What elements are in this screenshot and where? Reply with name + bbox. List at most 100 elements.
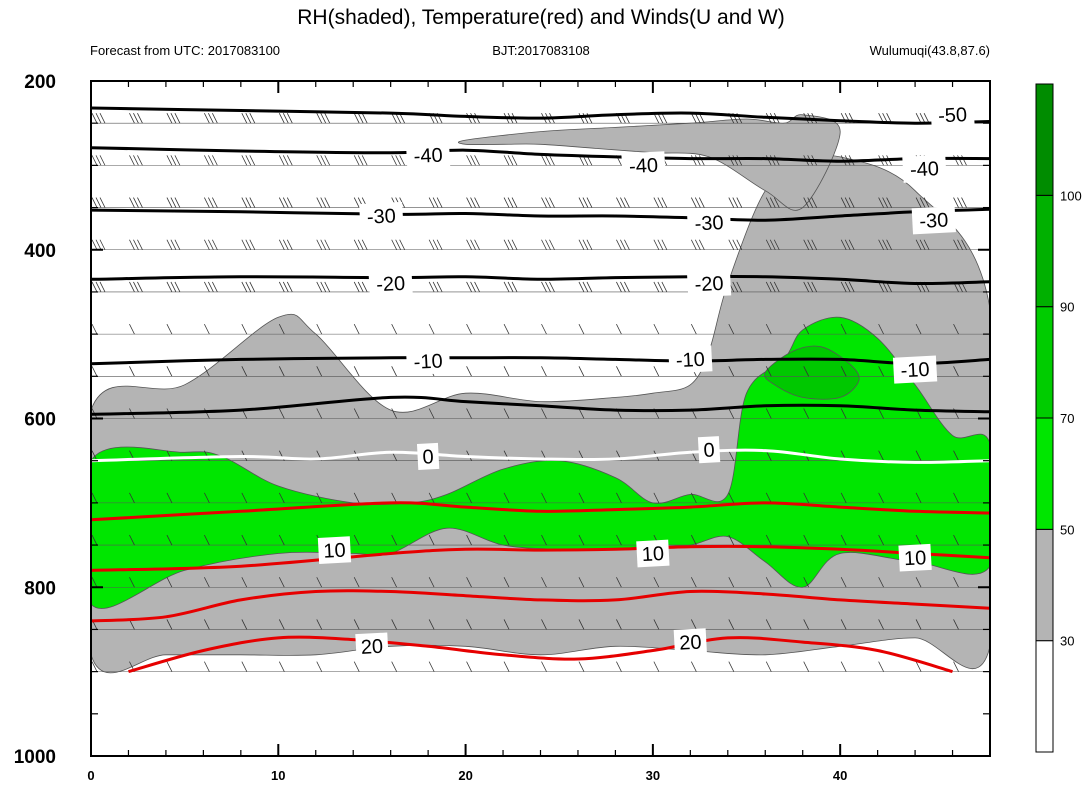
wind-barb-feather xyxy=(848,239,855,250)
wind-barb xyxy=(241,534,248,546)
wind-barb-staff xyxy=(204,534,210,546)
wind-barb xyxy=(278,661,285,672)
wind-barb xyxy=(991,113,1004,123)
contour-label: -10 xyxy=(405,347,451,376)
contour-label-box xyxy=(686,208,732,237)
wind-barb-staff xyxy=(241,534,248,546)
wind-barb-feather xyxy=(844,197,851,208)
wind-barb-staff xyxy=(91,534,98,546)
wind-barb xyxy=(690,239,705,250)
wind-barb-staff xyxy=(278,366,285,377)
wind-barb xyxy=(728,450,735,461)
wind-barb-staff xyxy=(878,534,884,546)
wind-barb-staff xyxy=(204,661,210,672)
wind-barb-staff xyxy=(690,534,697,546)
wind-barb xyxy=(803,281,818,293)
wind-barb-staff xyxy=(653,661,660,672)
wind-barb-staff xyxy=(166,281,173,293)
wind-barb-staff xyxy=(204,366,210,377)
wind-barb-staff xyxy=(991,240,996,250)
wind-barb-feather xyxy=(245,155,252,166)
wind-barb xyxy=(690,323,697,335)
wind-barb xyxy=(878,492,884,504)
wind-barb-staff xyxy=(278,323,285,335)
wind-barb xyxy=(541,661,547,672)
wind-barb xyxy=(204,577,210,588)
wind-barb-staff xyxy=(541,661,547,672)
wind-barb-staff xyxy=(616,661,622,672)
wind-barb-feather xyxy=(133,197,139,208)
wind-barb-staff xyxy=(316,323,323,335)
contour-label-box xyxy=(405,347,451,376)
wind-barb-staff xyxy=(428,197,435,208)
contour-label-text: 10 xyxy=(323,540,346,563)
wind-barb-feather xyxy=(320,155,327,166)
wind-barb-staff xyxy=(129,113,135,124)
contour-label: -20 xyxy=(686,269,732,298)
wind-barb-feather xyxy=(549,197,555,208)
contour-label-text: -50 xyxy=(938,104,968,127)
contour-label-box xyxy=(930,100,975,129)
wind-barb-feather xyxy=(545,281,551,293)
wind-barb xyxy=(129,577,135,588)
wind-barb-feather xyxy=(212,113,218,124)
wind-barb-feather xyxy=(919,113,926,124)
wind-barb-staff xyxy=(316,281,323,293)
temperature-line-1 xyxy=(91,589,990,623)
contour-label: -50 xyxy=(930,100,975,129)
wind-barb-feather xyxy=(137,197,143,208)
wind-barb-staff xyxy=(353,577,360,588)
contour-labels: -50 -40 -40 -40 -30 -30 -30 -20 -20 -10 -10 -10 0 0 10… xyxy=(317,100,975,661)
wind-barb-feather xyxy=(320,281,327,293)
contour-label: -10 xyxy=(892,355,938,384)
wind-barb-staff xyxy=(353,239,360,250)
wind-barb-staff xyxy=(578,323,585,335)
wind-barb xyxy=(166,534,173,546)
y-tick-label: 800 xyxy=(24,578,56,599)
wind-barb-staff xyxy=(91,281,98,293)
wind-barb-feather xyxy=(357,239,364,250)
wind-barb-feather xyxy=(208,239,214,250)
wind-barb xyxy=(915,492,922,504)
wind-barb xyxy=(466,197,480,208)
wind-barb-staff xyxy=(915,492,922,504)
contour-label-text: -40 xyxy=(909,158,939,181)
contour-label: 20 xyxy=(673,628,707,656)
wind-barb xyxy=(541,619,547,630)
wind-barb-staff xyxy=(204,577,210,588)
wind-barb xyxy=(578,408,585,419)
wind-barb xyxy=(166,281,181,293)
wind-barb-staff xyxy=(428,619,435,630)
wind-barb-feather xyxy=(436,197,443,208)
wind-barb-feather xyxy=(957,197,963,208)
wind-barb-staff xyxy=(765,155,772,166)
colorbar-label: 70 xyxy=(1060,411,1074,426)
wind-barb-feather xyxy=(661,281,668,293)
wind-barb-staff xyxy=(541,534,547,546)
temperature-contours xyxy=(91,106,990,674)
wind-barb-feather xyxy=(848,197,855,208)
wind-barb-feather xyxy=(137,113,143,124)
wind-barb xyxy=(241,239,256,250)
wind-barb-staff xyxy=(316,492,323,504)
wind-barb xyxy=(541,239,555,250)
wind-barb xyxy=(803,197,818,208)
wind-barb xyxy=(840,577,847,588)
wind-barb-staff xyxy=(204,155,210,166)
wind-barb-feather xyxy=(620,281,626,293)
wind-barb xyxy=(953,492,959,504)
wind-barb xyxy=(653,492,660,504)
wind-barb xyxy=(353,534,360,546)
wind-barb-staff xyxy=(840,323,847,335)
wind-barb-staff xyxy=(653,197,660,208)
wind-barb xyxy=(765,281,780,293)
colorbar-box-1 xyxy=(1035,528,1054,642)
colorbar-box-4 xyxy=(1035,194,1054,308)
wind-barb-staff xyxy=(204,323,210,335)
wind-barb xyxy=(91,323,98,335)
wind-barb-staff xyxy=(690,197,697,208)
wind-barb-staff xyxy=(991,155,996,165)
wind-barb-feather xyxy=(170,281,177,293)
wind-barb-staff xyxy=(765,197,772,208)
wind-barb-feather xyxy=(395,113,402,124)
